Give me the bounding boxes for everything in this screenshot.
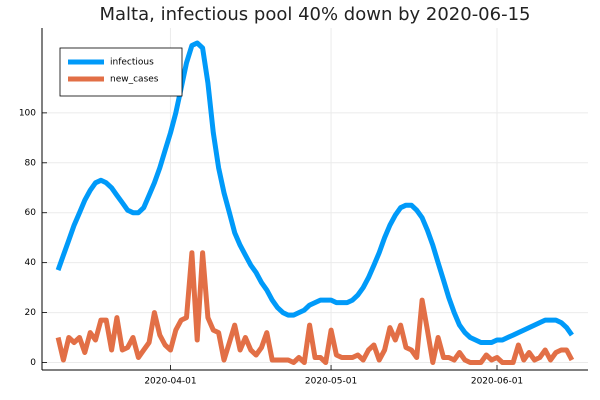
series-line — [55, 40, 574, 345]
x-tick-label: 2020-05-01 — [305, 377, 357, 387]
legend-label: new_cases — [110, 75, 159, 85]
y-tick-label: 60 — [25, 208, 37, 218]
y-tick-label: 0 — [30, 358, 36, 368]
series-line — [55, 250, 575, 365]
y-tick-label: 80 — [25, 158, 37, 168]
chart-title: Malta, infectious pool 40% down by 2020-… — [100, 4, 531, 25]
y-tick-label: 40 — [25, 258, 37, 268]
legend-box — [59, 47, 183, 97]
y-tick-label: 100 — [19, 108, 36, 118]
x-tick-label: 2020-04-01 — [144, 377, 196, 387]
y-tick-label: 20 — [25, 308, 37, 318]
legend-label: infectious — [110, 58, 154, 68]
x-tick-label: 2020-06-01 — [471, 377, 523, 387]
